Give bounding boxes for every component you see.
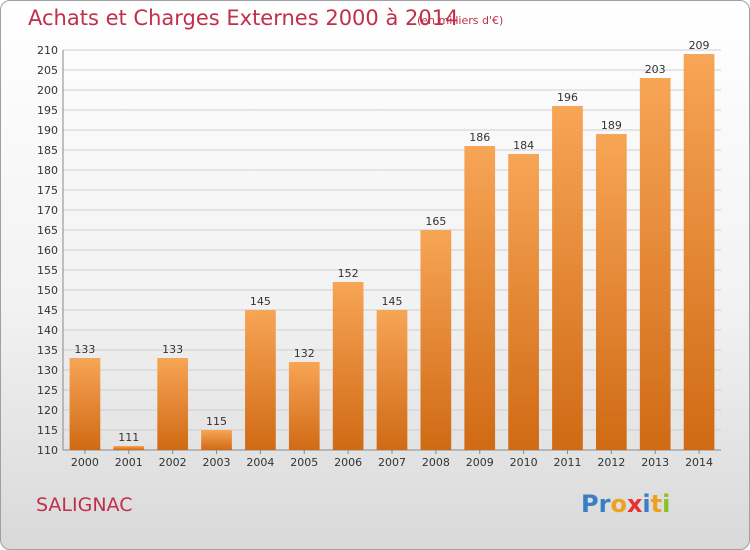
chart-title: Achats et Charges Externes 2000 à 2014 [28, 6, 459, 30]
bar-2007 [376, 310, 408, 450]
x-tick-2006: 2006 [334, 456, 362, 469]
y-tick-195: 195 [37, 104, 58, 117]
x-tick-2009: 2009 [466, 456, 494, 469]
bar-2014 [683, 54, 715, 450]
value-label-2009: 186 [469, 131, 490, 144]
y-tick-175: 175 [37, 184, 58, 197]
x-tick-2007: 2007 [378, 456, 406, 469]
x-tick-2004: 2004 [246, 456, 274, 469]
bar-2001 [113, 446, 145, 450]
chart-unit: (en milliers d'€) [417, 14, 504, 27]
y-tick-140: 140 [37, 324, 58, 337]
bar-2008 [420, 230, 452, 450]
x-tick-2014: 2014 [685, 456, 713, 469]
value-label-2008: 165 [425, 215, 446, 228]
x-tick-2010: 2010 [510, 456, 538, 469]
x-tick-2000: 2000 [71, 456, 99, 469]
value-label-2014: 209 [689, 39, 710, 52]
logo-letter-2: o [610, 490, 627, 518]
y-tick-185: 185 [37, 144, 58, 157]
y-tick-150: 150 [37, 284, 58, 297]
bar-2002 [157, 358, 189, 450]
bar-2005 [288, 362, 320, 450]
y-tick-205: 205 [37, 64, 58, 77]
bar-2003 [201, 430, 232, 450]
bar-2010 [508, 154, 539, 450]
x-tick-2003: 2003 [203, 456, 231, 469]
value-label-2011: 196 [557, 91, 578, 104]
bar-2011 [552, 106, 583, 450]
x-tick-2002: 2002 [159, 456, 187, 469]
bar-2004 [245, 310, 276, 450]
logo-letter-5: t [650, 490, 663, 518]
bars [69, 54, 715, 450]
y-tick-170: 170 [37, 204, 58, 217]
y-tick-155: 155 [37, 264, 58, 277]
value-label-2003: 115 [206, 415, 227, 428]
logo-letter-0: P [581, 490, 599, 518]
y-tick-110: 110 [37, 444, 58, 457]
y-tick-160: 160 [37, 244, 58, 257]
y-tick-180: 180 [37, 164, 58, 177]
x-tick-2012: 2012 [597, 456, 625, 469]
value-label-2004: 145 [250, 295, 271, 308]
x-tick-labels: 2000 2001 2002 2003 2004 2005 2006 2007 2008 2009… [71, 450, 713, 469]
x-tick-2001: 2001 [115, 456, 143, 469]
logo-letter-4: i [642, 490, 651, 518]
value-label-2012: 189 [601, 119, 622, 132]
bar-2000 [69, 358, 101, 450]
value-label-2005: 132 [294, 347, 315, 360]
y-tick-125: 125 [37, 384, 58, 397]
x-tick-2005: 2005 [290, 456, 318, 469]
x-tick-2008: 2008 [422, 456, 450, 469]
value-label-2001: 111 [118, 431, 139, 444]
bar-2012 [595, 134, 627, 450]
y-tick-165: 165 [37, 224, 58, 237]
value-label-2007: 145 [382, 295, 403, 308]
x-tick-2011: 2011 [553, 456, 581, 469]
y-tick-130: 130 [37, 364, 58, 377]
y-tick-200: 200 [37, 84, 58, 97]
logo-letter-6: i [662, 490, 671, 518]
value-labels: 133 111 133 115 145 132 152 145 165 186 184 196 189 2… [74, 39, 709, 444]
y-tick-145: 145 [37, 304, 58, 317]
proxiti-logo: Proxiti [581, 490, 670, 518]
logo-letter-1: r [598, 490, 611, 518]
bar-2006 [332, 282, 364, 450]
y-tick-120: 120 [37, 404, 58, 417]
logo-letter-3: x [626, 490, 643, 518]
y-tick-115: 115 [37, 424, 58, 437]
town-name: SALIGNAC [36, 494, 133, 516]
value-label-2002: 133 [162, 343, 183, 356]
bar-2009 [464, 146, 496, 450]
y-tick-135: 135 [37, 344, 58, 357]
value-label-2013: 203 [645, 63, 666, 76]
bar-2013 [639, 78, 671, 450]
value-label-2000: 133 [74, 343, 95, 356]
value-label-2006: 152 [338, 267, 359, 280]
y-tick-190: 190 [37, 124, 58, 137]
value-label-2010: 184 [513, 139, 534, 152]
y-tick-labels: 110 115 120 125 130 135 140 145 150 155 160 165 170 1… [37, 44, 58, 457]
x-tick-2013: 2013 [641, 456, 669, 469]
y-tick-210: 210 [37, 44, 58, 57]
